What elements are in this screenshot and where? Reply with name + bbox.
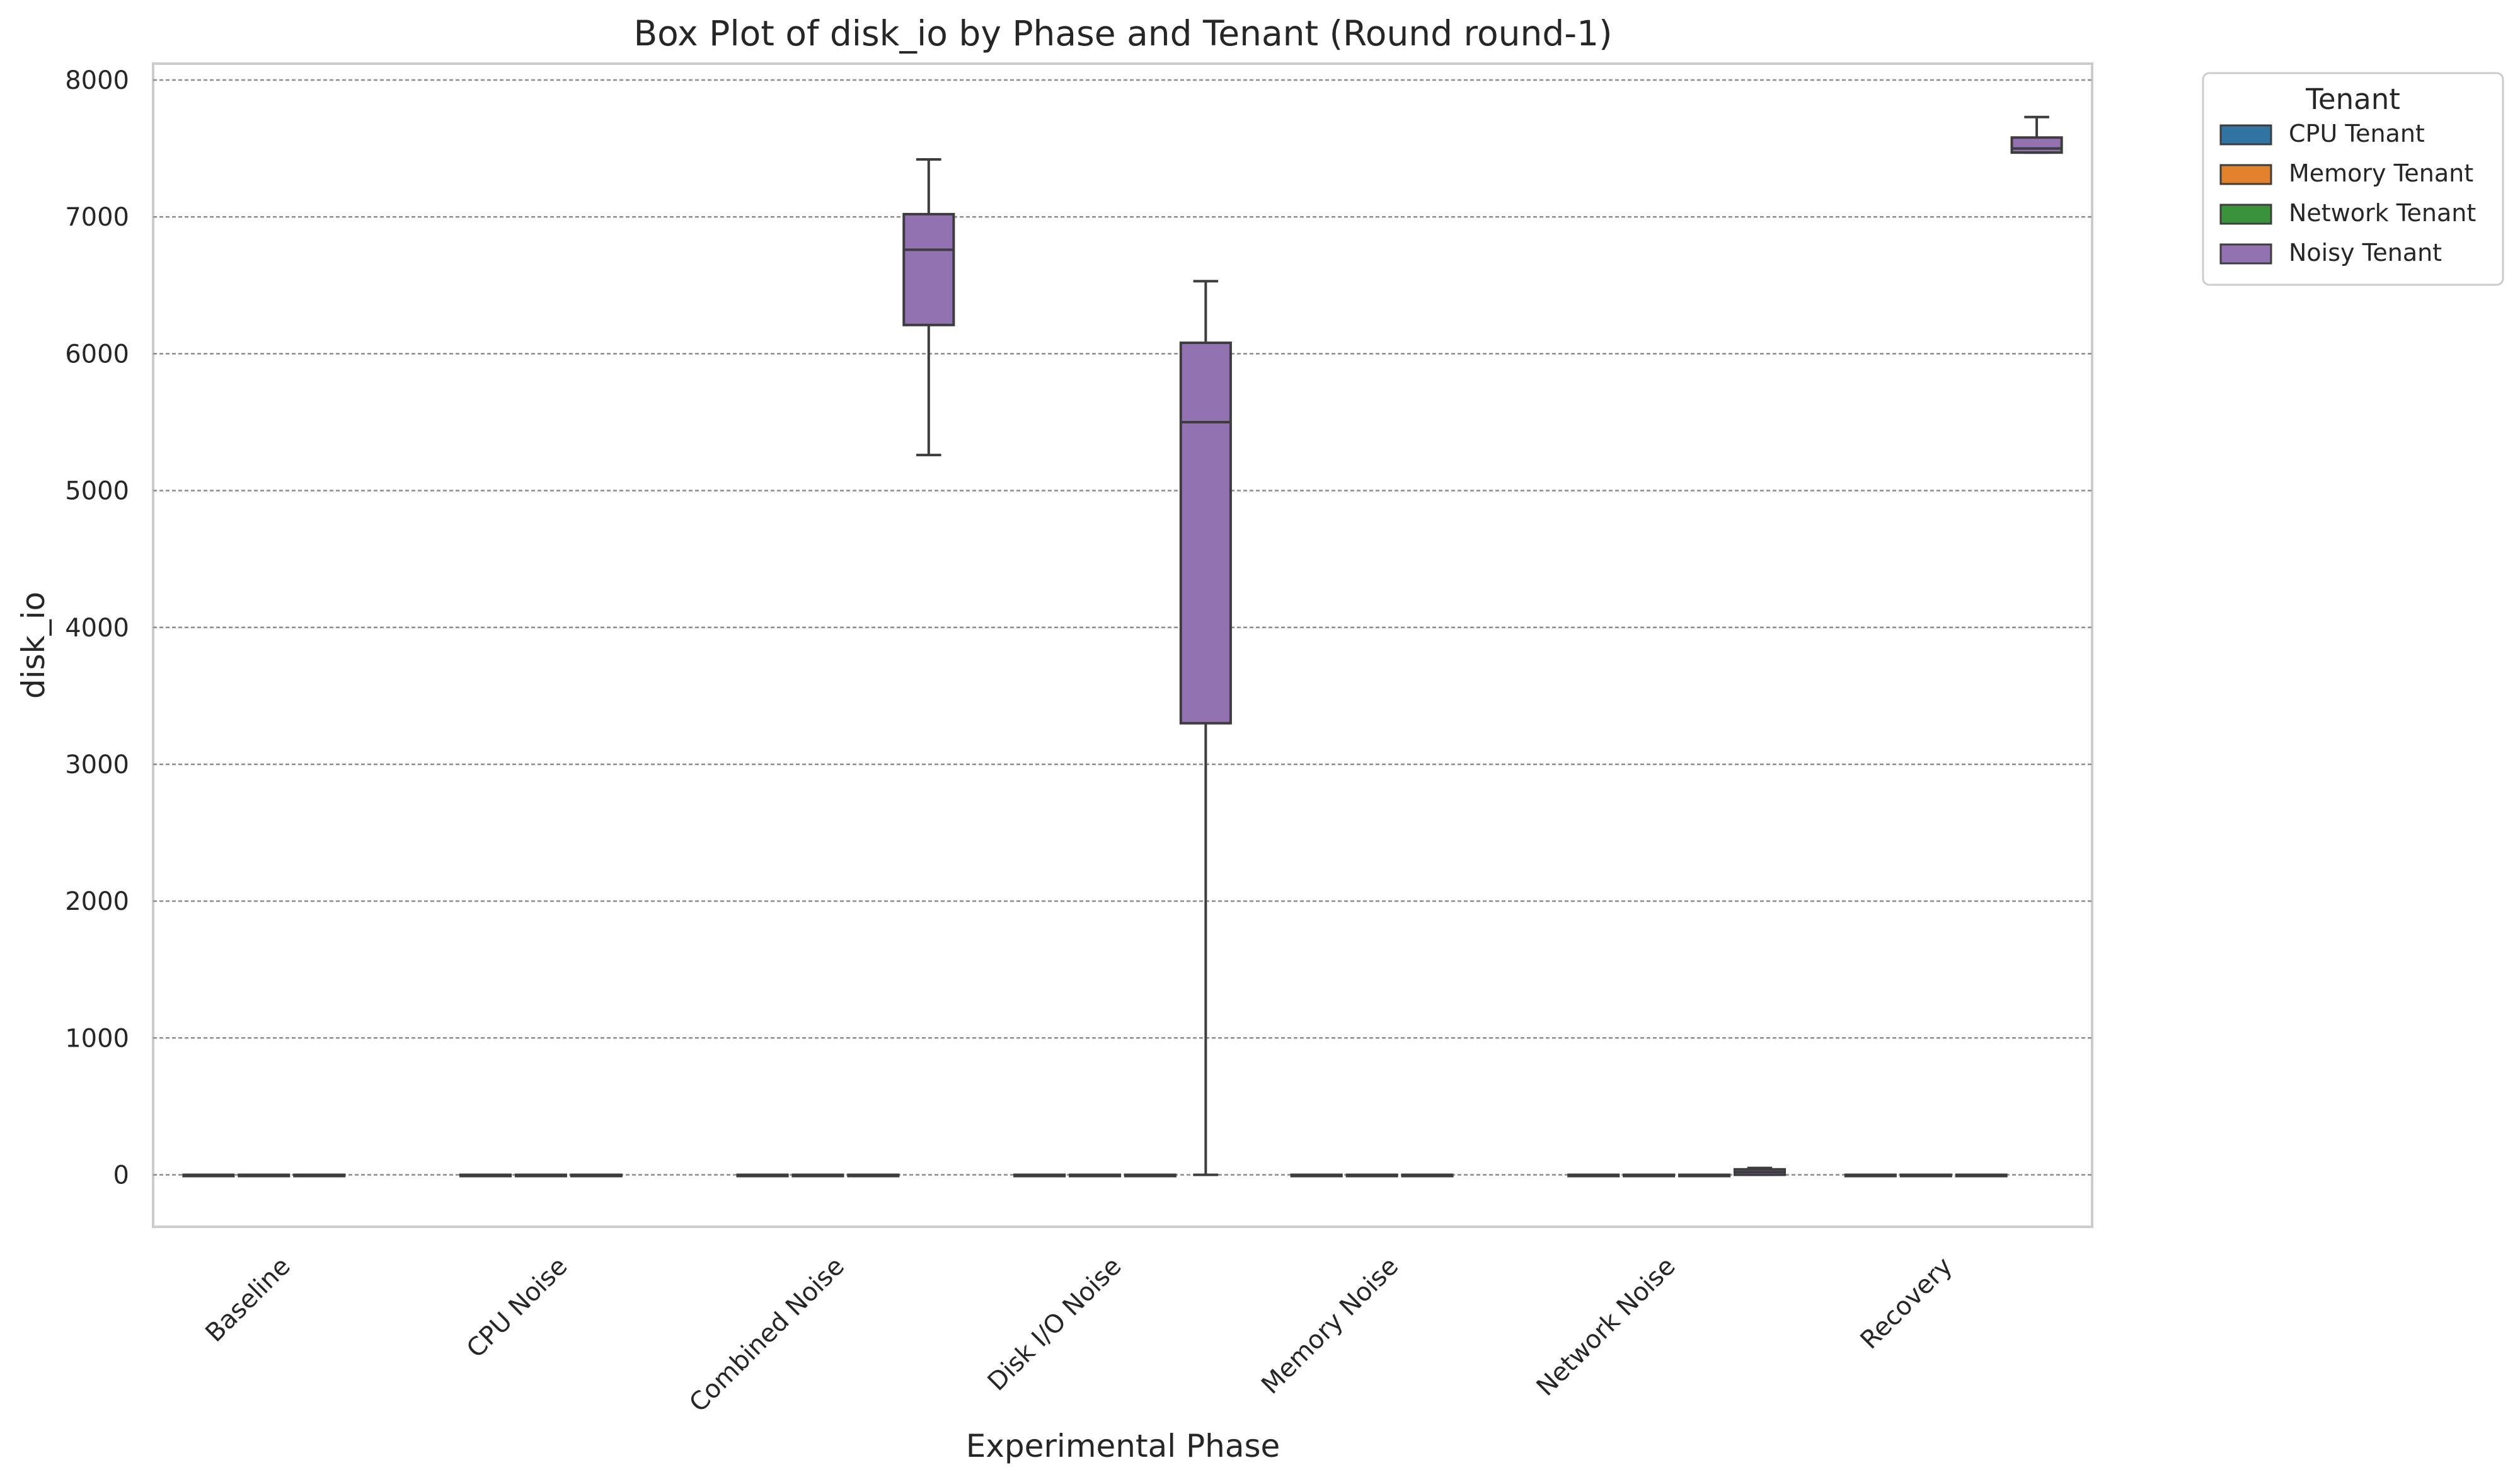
y-tick-label: 8000	[65, 66, 129, 95]
box-memory-tenant	[1345, 1173, 1398, 1178]
x-tick-label: Baseline	[200, 1252, 296, 1348]
y-axis-label: disk_io	[15, 592, 52, 699]
box-marks	[182, 115, 2063, 1178]
legend-title: Tenant	[2305, 83, 2400, 116]
box-noisy-tenant	[902, 158, 955, 457]
y-tick-label: 1000	[65, 1024, 129, 1053]
box-memory-tenant	[1068, 1173, 1122, 1178]
plot-area	[152, 62, 2093, 1228]
box-memory-tenant	[1899, 1173, 1952, 1178]
box-cpu-tenant	[1013, 1173, 1066, 1178]
box-noisy-tenant	[2010, 115, 2063, 154]
box-network-tenant	[1955, 1173, 2008, 1178]
y-tick-labels: 0 1000 2000 3000 4000 5000 6000 7000 8000	[65, 66, 129, 1190]
x-tick-label: Network Noise	[1531, 1252, 1681, 1402]
legend: Tenant CPU Tenant Memory Tenant Network Te…	[2202, 72, 2504, 286]
box-network-tenant	[1678, 1173, 1731, 1178]
box-cpu-tenant	[1844, 1173, 1897, 1178]
box-network-tenant	[847, 1173, 900, 1178]
x-tick-labels: Baseline CPU Noise Combined Noise Disk I/O …	[200, 1252, 1958, 1418]
box-noisy-tenant	[1179, 280, 1232, 1176]
box-cpu-tenant	[182, 1173, 235, 1178]
legend-entries: CPU Tenant Memory Tenant Network Tenant Noi…	[2219, 120, 2476, 267]
legend-label: CPU Tenant	[2289, 120, 2425, 147]
iqr-box	[902, 212, 955, 326]
legend-swatch	[2219, 204, 2272, 225]
x-axis-label: Experimental Phase	[966, 1428, 1280, 1464]
box-cpu-tenant	[1567, 1173, 1620, 1178]
legend-entry: Memory Tenant	[2219, 159, 2473, 187]
legend-swatch	[2219, 124, 2272, 146]
box-cpu-tenant	[1290, 1173, 1343, 1178]
box-network-tenant	[293, 1173, 346, 1178]
box-cpu-tenant	[459, 1173, 512, 1178]
iqr-box	[2010, 136, 2063, 154]
legend-label: Memory Tenant	[2289, 159, 2473, 187]
legend-label: Noisy Tenant	[2289, 239, 2442, 267]
iqr-box	[1179, 342, 1232, 725]
y-tick-label: 6000	[65, 340, 129, 369]
box-memory-tenant	[514, 1173, 567, 1178]
y-tick-label: 7000	[65, 203, 129, 232]
legend-entry: Noisy Tenant	[2219, 239, 2442, 267]
x-tick-label: Memory Noise	[1256, 1252, 1404, 1400]
legend-swatch	[2219, 243, 2272, 265]
box-memory-tenant	[1623, 1173, 1676, 1178]
box-network-tenant	[1401, 1173, 1454, 1178]
y-tick-label: 0	[113, 1161, 129, 1190]
x-tick-label: CPU Noise	[461, 1252, 573, 1364]
legend-swatch	[2219, 164, 2272, 185]
legend-entry: Network Tenant	[2219, 199, 2476, 227]
box-network-tenant	[570, 1173, 623, 1178]
box-cpu-tenant	[736, 1173, 789, 1178]
y-gridlines	[153, 79, 2092, 1176]
y-tick-label: 2000	[65, 887, 129, 916]
y-tick-label: 4000	[65, 614, 129, 643]
x-tick-label: Disk I/O Noise	[982, 1252, 1127, 1397]
legend-entry: CPU Tenant	[2219, 120, 2425, 147]
box-network-tenant	[1124, 1173, 1177, 1178]
x-tick-label: Recovery	[1855, 1252, 1959, 1355]
legend-frame	[2202, 72, 2504, 286]
box-memory-tenant	[791, 1173, 844, 1178]
box-memory-tenant	[238, 1173, 291, 1178]
legend-label: Network Tenant	[2289, 199, 2476, 227]
y-tick-label: 3000	[65, 750, 129, 779]
chart-title: Box Plot of disk_io by Phase and Tenant …	[633, 13, 1612, 54]
y-tick-label: 5000	[65, 477, 129, 506]
box-noisy-tenant	[1733, 1166, 1786, 1176]
x-tick-label: Combined Noise	[684, 1252, 850, 1418]
